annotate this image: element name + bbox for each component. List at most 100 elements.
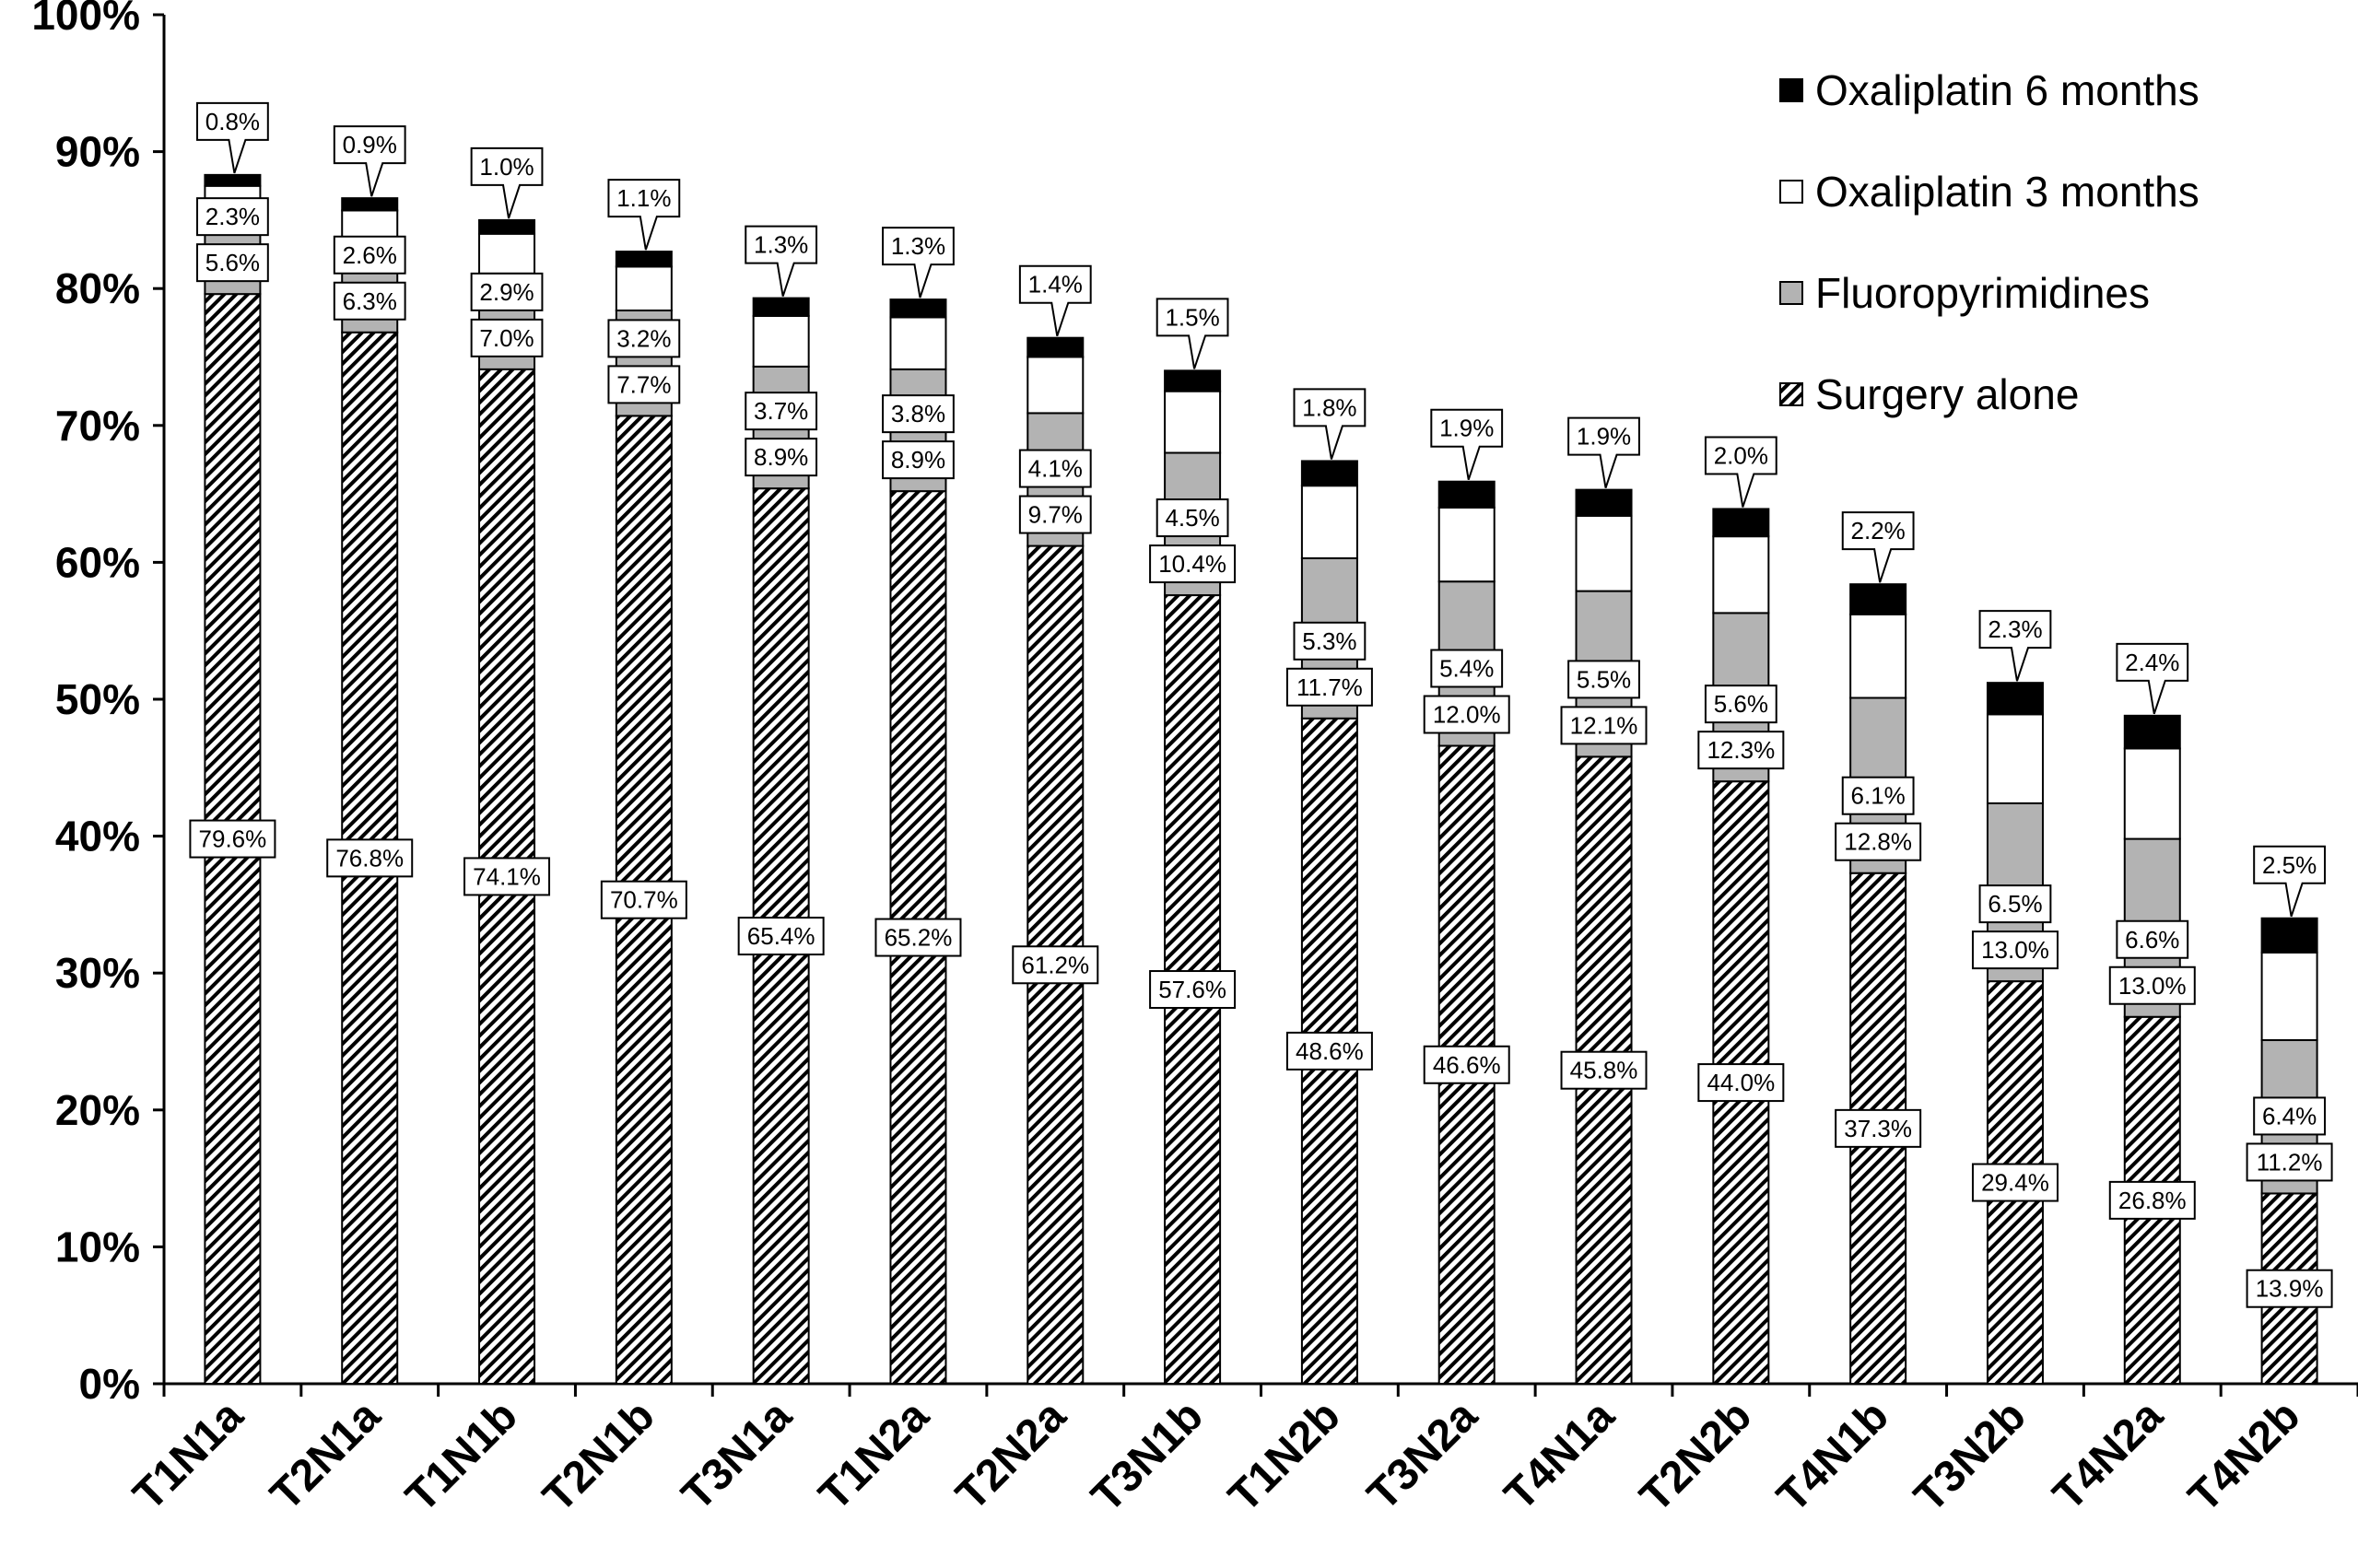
bar-segment-oxaliplatin-3-months	[1300, 485, 1358, 559]
bar-segment-oxaliplatin-6-months	[204, 173, 262, 187]
bar-segment-oxaliplatin-3-months	[1712, 535, 1770, 614]
bar-segment-oxaliplatin-3-months	[889, 316, 947, 370]
data-labels: 79.6% 5.6% 2.3% 0.8% 76.8% 6.3% 2.6% 0.9% 74.1% 7…	[189, 101, 2333, 1308]
bar-segment-oxaliplatin-6-months	[1986, 682, 2044, 716]
y-tick-label: 60%	[55, 538, 140, 586]
bar-segment-oxaliplatin-6-months	[341, 197, 399, 212]
svg-text:6.1%: 6.1%	[1851, 782, 1906, 810]
bar-segment-oxaliplatin-6-months	[752, 297, 810, 317]
svg-text:48.6%: 48.6%	[1296, 1037, 1364, 1065]
legend: Oxaliplatin 6 months Oxaliplatin 3 months…	[1779, 66, 2200, 418]
svg-text:37.3%: 37.3%	[1844, 1115, 1912, 1142]
data-label-surgery: 65.4%	[737, 917, 825, 956]
svg-text:29.4%: 29.4%	[1981, 1169, 2049, 1197]
bar-segment-oxaliplatin-3-months	[478, 232, 536, 275]
svg-text:2.3%: 2.3%	[205, 203, 260, 230]
svg-text:6.3%: 6.3%	[343, 287, 397, 315]
bar-segment-oxaliplatin-6-months	[2260, 917, 2318, 954]
bar-segment-oxaliplatin-6-months	[1712, 508, 1770, 538]
svg-text:76.8%: 76.8%	[335, 844, 404, 872]
svg-text:1.3%: 1.3%	[891, 232, 945, 260]
svg-text:5.6%: 5.6%	[205, 249, 260, 276]
svg-text:10.4%: 10.4%	[1158, 550, 1226, 578]
svg-text:61.2%: 61.2%	[1021, 951, 1089, 978]
y-tick-label: 90%	[55, 128, 140, 176]
svg-text:2.5%: 2.5%	[2262, 851, 2317, 879]
svg-text:1.4%: 1.4%	[1028, 271, 1083, 298]
data-label-fluoropyrimidines: 12.3%	[1697, 731, 1785, 770]
svg-text:70.7%: 70.7%	[610, 886, 678, 914]
bar-segment-oxaliplatin-6-months	[1575, 488, 1633, 517]
svg-text:5.5%: 5.5%	[1577, 665, 1631, 693]
data-label-surgery: 45.8%	[1560, 1050, 1648, 1090]
data-label-surgery: 61.2%	[1012, 945, 1099, 985]
data-label-surgery: 57.6%	[1149, 970, 1237, 1010]
legend-label: Oxaliplatin 6 months	[1815, 66, 2200, 114]
x-tick-label: T2N1b	[534, 1391, 663, 1521]
data-label-fluoropyrimidines: 12.8%	[1835, 822, 1922, 861]
svg-text:2.0%: 2.0%	[1714, 441, 1768, 469]
data-label-oxaliplatin-3: 2.6%	[333, 235, 406, 275]
svg-text:8.9%: 8.9%	[891, 446, 945, 474]
svg-text:74.1%: 74.1%	[473, 862, 541, 890]
data-label-oxaliplatin-6: 2.2%	[1841, 511, 1915, 583]
data-label-surgery: 37.3%	[1835, 1108, 1922, 1148]
data-label-oxaliplatin-6: 2.0%	[1704, 436, 1777, 508]
bar-segment-oxaliplatin-3-months	[1437, 506, 1496, 583]
bar-segment-oxaliplatin-3-months	[2123, 747, 2181, 840]
svg-text:45.8%: 45.8%	[1570, 1057, 1638, 1084]
svg-text:44.0%: 44.0%	[1707, 1069, 1775, 1096]
svg-text:6.4%: 6.4%	[2262, 1102, 2317, 1129]
svg-text:12.0%: 12.0%	[1433, 701, 1501, 729]
svg-text:57.6%: 57.6%	[1158, 976, 1226, 1003]
svg-text:6.5%: 6.5%	[1988, 890, 2042, 918]
svg-text:2.3%: 2.3%	[1988, 615, 2042, 643]
data-label-surgery: 26.8%	[2108, 1180, 2196, 1220]
data-label-oxaliplatin-3: 6.4%	[2253, 1096, 2326, 1136]
data-label-surgery: 13.9%	[2246, 1269, 2333, 1308]
svg-text:13.0%: 13.0%	[1981, 936, 2049, 964]
data-label-fluoropyrimidines: 8.9%	[882, 440, 955, 480]
svg-text:11.7%: 11.7%	[1296, 673, 1363, 701]
data-label-fluoropyrimidines: 7.7%	[607, 365, 681, 404]
svg-text:13.0%: 13.0%	[2118, 972, 2187, 1000]
y-tick-label: 0%	[79, 1360, 140, 1408]
y-tick-label: 30%	[55, 949, 140, 997]
bar-segment-oxaliplatin-6-months	[478, 218, 536, 235]
svg-text:0.8%: 0.8%	[205, 108, 260, 135]
data-label-oxaliplatin-6: 1.0%	[470, 146, 544, 219]
svg-text:11.2%: 11.2%	[2257, 1148, 2323, 1176]
legend-swatch	[1779, 281, 1803, 305]
data-label-oxaliplatin-6: 2.5%	[2253, 845, 2326, 918]
data-label-oxaliplatin-3: 4.5%	[1156, 498, 1229, 538]
data-label-oxaliplatin-6: 1.3%	[745, 225, 818, 297]
data-label-surgery: 29.4%	[1971, 1163, 2059, 1202]
data-label-oxaliplatin-6: 1.8%	[1293, 388, 1367, 460]
data-label-fluoropyrimidines: 12.0%	[1423, 695, 1510, 734]
data-label-oxaliplatin-3: 6.5%	[1978, 884, 2052, 924]
legend-label: Fluoropyrimidines	[1815, 269, 2150, 317]
data-label-fluoropyrimidines: 11.7%	[1285, 667, 1373, 707]
x-tick-label: T4N2b	[2179, 1391, 2309, 1521]
data-label-oxaliplatin-3: 3.2%	[607, 319, 681, 358]
data-label-surgery: 70.7%	[600, 880, 687, 919]
x-tick-label: T2N1a	[262, 1391, 391, 1520]
data-label-fluoropyrimidines: 9.7%	[1018, 495, 1092, 534]
data-label-oxaliplatin-3: 5.3%	[1293, 621, 1367, 661]
svg-text:1.0%: 1.0%	[479, 153, 534, 181]
data-label-oxaliplatin-6: 2.4%	[2116, 642, 2189, 715]
svg-text:1.5%: 1.5%	[1165, 303, 1219, 331]
data-label-oxaliplatin-3: 4.1%	[1018, 449, 1092, 488]
svg-text:3.8%: 3.8%	[891, 400, 945, 427]
svg-text:4.5%: 4.5%	[1165, 504, 1219, 532]
y-tick-label: 10%	[55, 1223, 140, 1270]
legend-item: Fluoropyrimidines	[1779, 269, 2150, 317]
svg-text:1.8%: 1.8%	[1302, 393, 1356, 421]
svg-text:13.9%: 13.9%	[2256, 1275, 2324, 1303]
bar-segment-oxaliplatin-3-months	[1986, 713, 2044, 804]
bar-segment-oxaliplatin-3-months	[1849, 613, 1907, 699]
data-label-oxaliplatin-3: 2.3%	[196, 197, 269, 237]
y-tick-label: 50%	[55, 675, 140, 723]
legend-item: Oxaliplatin 3 months	[1779, 168, 2200, 216]
svg-text:6.6%: 6.6%	[2125, 926, 2179, 954]
